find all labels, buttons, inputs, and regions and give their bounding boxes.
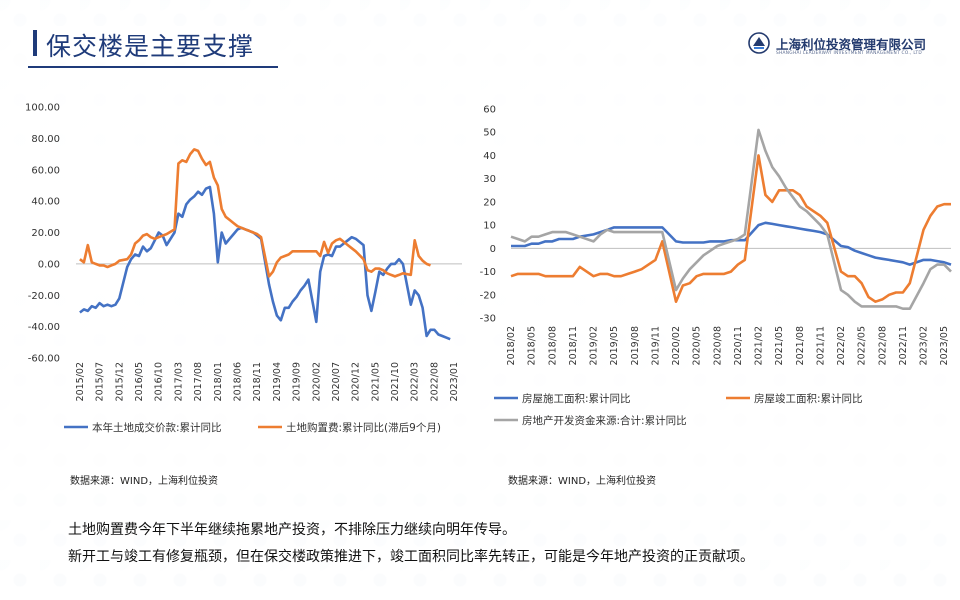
page-title: 保交楼是主要支撑 — [46, 32, 255, 61]
y-tick-label: -40.00 — [28, 322, 60, 333]
legend-label-1: 本年土地成交价款:累计同比 — [92, 421, 222, 434]
series-line-2 — [79, 148, 431, 278]
y-tick-label: 100.00 — [25, 103, 60, 114]
series-line-3 — [510, 128, 952, 310]
x-tick-label: 2018/05 — [527, 326, 538, 365]
x-tick-label: 2021/10 — [390, 362, 401, 401]
logo-name-en: SHANGHAI LEADERWAY INVESTMENT MANAGEMENT… — [776, 51, 922, 56]
x-tick-label: 2023/05 — [939, 326, 950, 365]
x-tick-label: 2018/11 — [252, 362, 263, 401]
x-tick-label: 2020/02 — [311, 362, 322, 401]
title-underline — [28, 66, 278, 68]
y-tick-label: 10 — [483, 221, 496, 232]
x-tick-label: 2022/08 — [877, 326, 888, 365]
x-tick-label: 2019/05 — [609, 326, 620, 365]
x-tick-label: 2017/08 — [193, 362, 204, 401]
x-tick-label: 2019/09 — [292, 362, 303, 401]
series-line-1 — [511, 221, 952, 266]
x-tick-label: 2016/05 — [134, 362, 145, 401]
y-tick-label: -10 — [480, 267, 496, 278]
x-tick-label: 2020/07 — [331, 362, 342, 401]
x-tick-label: 2019/08 — [630, 326, 641, 365]
source-note-left: 数据来源：WIND，上海利位投资 — [70, 476, 219, 487]
x-tick-label: 2015/02 — [75, 362, 86, 401]
y-tick-label: 0.00 — [38, 259, 60, 270]
x-tick-label: 2018/02 — [506, 326, 517, 365]
legend-label-1: 房屋施工面积:累计同比 — [522, 392, 631, 405]
x-tick-label: 2023/01 — [449, 362, 460, 401]
x-tick-label: 2018/06 — [232, 362, 243, 401]
y-tick-label: 60.00 — [31, 165, 60, 176]
source-note-right: 数据来源：WIND，上海利位投资 — [508, 476, 657, 487]
x-tick-label: 2018/11 — [568, 326, 579, 365]
y-tick-label: 20.00 — [31, 228, 60, 239]
x-tick-label: 2023/02 — [919, 326, 930, 365]
chart-construction-completion: 60 50 40 30 20 10 0 -10 -20 -30 2018/02 2018/05 2018… — [480, 105, 952, 427]
x-tick-label: 2020/05 — [692, 326, 703, 365]
y-tick-label: 50 — [483, 128, 496, 139]
x-tick-label: 2020/12 — [351, 362, 362, 401]
y-tick-label: 30 — [483, 174, 496, 185]
x-tick-label: 2020/11 — [733, 326, 744, 365]
x-tick-label: 2019/11 — [650, 326, 661, 365]
y-tick-label: -20.00 — [28, 291, 60, 302]
y-tick-label: 40 — [483, 151, 496, 162]
x-tick-label: 2022/03 — [410, 362, 421, 401]
x-tick-label: 2022/08 — [429, 362, 440, 401]
y-tick-label: 0 — [490, 244, 496, 255]
x-tick-label: 2021/05 — [370, 362, 381, 401]
x-tick-label: 2020/02 — [671, 326, 682, 365]
x-tick-label: 2020/08 — [712, 326, 723, 365]
summary-line-1: 土地购置费今年下半年继续拖累地产投资，不排除压力继续向明年传导。 — [68, 522, 516, 538]
x-tick-label: 2022/05 — [857, 326, 868, 365]
title-bar — [28, 26, 278, 62]
x-tick-label: 2022/11 — [898, 326, 909, 365]
legend-label-3: 房地产开发资金来源:合计:累计同比 — [522, 414, 687, 427]
summary-line-2: 新开工与竣工有修复瓶颈，但在保交楼政策推进下，竣工面积同比率先转正，可能是今年地… — [68, 549, 754, 565]
y-tick-label: -30 — [480, 314, 496, 325]
x-tick-label: 2018/01 — [213, 362, 224, 401]
x-tick-label: 2021/08 — [795, 326, 806, 365]
x-tick-label: 2015/12 — [114, 362, 125, 401]
x-tick-label: 2019/04 — [272, 362, 283, 401]
x-tick-label: 2019/02 — [589, 326, 600, 365]
x-tick-label: 2021/05 — [774, 326, 785, 365]
title-accent-bar — [33, 30, 37, 56]
legend-label-2: 房屋竣工面积:累计同比 — [754, 392, 863, 405]
y-tick-label: 80.00 — [31, 134, 60, 145]
y-tick-label: -20 — [480, 290, 496, 301]
y-tick-label: 40.00 — [31, 197, 60, 208]
x-tick-label: 2018/08 — [547, 326, 558, 365]
x-tick-label: 2021/11 — [815, 326, 826, 365]
y-tick-label: -60.00 — [28, 354, 60, 365]
x-tick-label: 2017/03 — [173, 362, 184, 401]
legend-label-2: 土地购置费:累计同比(滞后9个月) — [286, 421, 441, 434]
x-tick-label: 2022/02 — [836, 326, 847, 365]
logo-name-cn: 上海利位投资管理有限公司 — [776, 37, 927, 52]
series-line-2 — [510, 154, 951, 303]
x-tick-label: 2021/02 — [754, 326, 765, 365]
logo-icon — [748, 32, 770, 54]
y-tick-label: 20 — [483, 197, 496, 208]
company-logo: 上海利位投资管理有限公司 SHANGHAI LEADERWAY INVESTME… — [748, 32, 938, 62]
y-tick-label: 60 — [483, 105, 496, 116]
x-tick-label: 2015/07 — [95, 362, 106, 401]
chart-land-transaction: 100.00 80.00 60.00 40.00 20.00 0.00 -20.00 -40.… — [25, 103, 462, 434]
x-tick-label: 2016/10 — [154, 362, 165, 401]
